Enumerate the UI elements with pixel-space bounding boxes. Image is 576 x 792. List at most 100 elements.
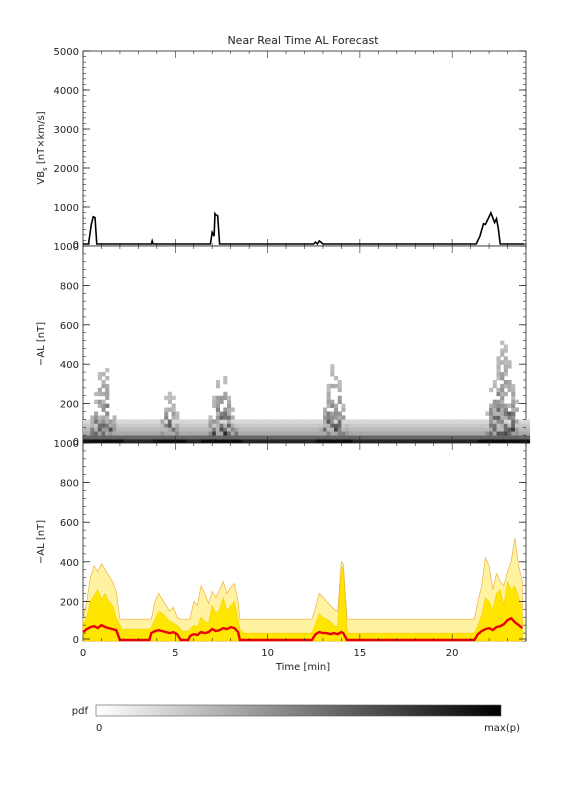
heatmap-cell bbox=[127, 423, 132, 428]
heatmap-cell bbox=[160, 427, 165, 432]
heatmap-cell bbox=[275, 423, 280, 428]
heatmap-cell bbox=[378, 419, 383, 424]
heatmap-cell bbox=[304, 419, 309, 424]
heatmap-cell bbox=[227, 435, 232, 440]
heatmap-cell bbox=[507, 360, 512, 365]
heatmap-cell bbox=[356, 427, 361, 432]
heatmap-cell bbox=[282, 439, 287, 444]
heatmap-cell bbox=[230, 431, 235, 436]
heatmap-cell bbox=[478, 423, 483, 428]
heatmap-cell bbox=[241, 431, 246, 436]
heatmap-cell bbox=[119, 423, 124, 428]
heatmap-cell bbox=[227, 399, 232, 405]
heatmap-cell bbox=[507, 419, 512, 424]
heatmap-cell bbox=[119, 427, 124, 432]
heatmap-cell bbox=[489, 411, 494, 416]
heatmap-cell bbox=[459, 431, 464, 436]
x-tick-label: 15 bbox=[354, 648, 367, 659]
heatmap-cell bbox=[215, 439, 220, 444]
panel-al-pdf-ylabel: −AL [nT] bbox=[36, 322, 47, 366]
heatmap-cell bbox=[393, 435, 398, 440]
heatmap-cell bbox=[489, 435, 494, 440]
heatmap-cell bbox=[215, 427, 220, 432]
heatmap-cell bbox=[334, 383, 339, 389]
heatmap-cell bbox=[466, 431, 471, 436]
heatmap-cell bbox=[503, 435, 508, 440]
heatmap-cell bbox=[145, 431, 150, 436]
heatmap-cell bbox=[112, 431, 117, 436]
heatmap-cell bbox=[433, 427, 438, 432]
heatmap-cell bbox=[182, 419, 187, 424]
heatmap-cell bbox=[293, 439, 298, 444]
heatmap-cell bbox=[105, 411, 110, 416]
heatmap-cell bbox=[441, 439, 446, 444]
x-axis-label: Time [min] bbox=[275, 662, 330, 673]
heatmap-cell bbox=[448, 419, 453, 424]
heatmap-cell bbox=[249, 439, 254, 444]
heatmap-cell bbox=[212, 435, 217, 440]
heatmap-cell bbox=[175, 415, 180, 420]
heatmap-cell bbox=[337, 399, 342, 405]
heatmap-cell bbox=[171, 439, 176, 444]
heatmap-cell bbox=[489, 415, 494, 420]
heatmap-cell bbox=[382, 435, 387, 440]
heatmap-cell bbox=[219, 439, 224, 444]
y-tick-label: 600 bbox=[60, 321, 79, 332]
heatmap-cell bbox=[489, 387, 494, 393]
heatmap-cell bbox=[326, 403, 331, 408]
heatmap-cell bbox=[400, 423, 405, 428]
heatmap-cell bbox=[363, 427, 368, 432]
heatmap-cell bbox=[470, 427, 475, 432]
heatmap-cell bbox=[167, 391, 172, 397]
heatmap-cell bbox=[94, 423, 99, 428]
heatmap-cell bbox=[219, 415, 224, 420]
heatmap-cell bbox=[370, 427, 375, 432]
heatmap-cell bbox=[127, 439, 132, 444]
heatmap-cell bbox=[503, 383, 508, 389]
heatmap-cell bbox=[116, 419, 121, 424]
heatmap-cell bbox=[223, 376, 228, 381]
heatmap-cell bbox=[503, 415, 508, 420]
heatmap-cell bbox=[448, 427, 453, 432]
heatmap-cell bbox=[518, 431, 523, 436]
heatmap-cell bbox=[418, 439, 423, 444]
heatmap-cell bbox=[105, 368, 110, 373]
heatmap-cell bbox=[297, 435, 302, 440]
heatmap-cell bbox=[97, 419, 102, 424]
heatmap-cell bbox=[492, 380, 497, 385]
heatmap-cell bbox=[452, 431, 457, 436]
heatmap-cell bbox=[404, 439, 409, 444]
heatmap-cell bbox=[297, 439, 302, 444]
heatmap-cell bbox=[223, 435, 228, 440]
heatmap-cell bbox=[101, 427, 106, 432]
y-tick-label: 200 bbox=[60, 400, 79, 411]
heatmap-cell bbox=[171, 395, 176, 401]
heatmap-cell bbox=[304, 439, 309, 444]
heatmap-cell bbox=[526, 419, 531, 424]
heatmap-cell bbox=[300, 435, 305, 440]
heatmap-cell bbox=[326, 431, 331, 436]
heatmap-cell bbox=[215, 411, 220, 416]
heatmap-cell bbox=[94, 419, 99, 424]
heatmap-cell bbox=[167, 419, 172, 424]
heatmap-cell bbox=[500, 423, 505, 428]
heatmap-cell bbox=[308, 427, 313, 432]
heatmap-cell bbox=[500, 415, 505, 420]
heatmap-cell bbox=[323, 411, 328, 416]
heatmap-cell bbox=[470, 419, 475, 424]
heatmap-cell bbox=[86, 431, 91, 436]
heatmap-cell bbox=[94, 391, 99, 397]
heatmap-cell bbox=[123, 423, 128, 428]
heatmap-cell bbox=[97, 376, 102, 381]
heatmap-cell bbox=[204, 439, 209, 444]
heatmap-cell bbox=[278, 423, 283, 428]
heatmap-cell bbox=[485, 431, 490, 436]
heatmap-cell bbox=[167, 395, 172, 401]
heatmap-cell bbox=[197, 435, 202, 440]
heatmap-cell bbox=[282, 423, 287, 428]
heatmap-cell bbox=[393, 439, 398, 444]
heatmap-cell bbox=[418, 435, 423, 440]
heatmap-cell bbox=[223, 391, 228, 397]
heatmap-cell bbox=[337, 395, 342, 401]
